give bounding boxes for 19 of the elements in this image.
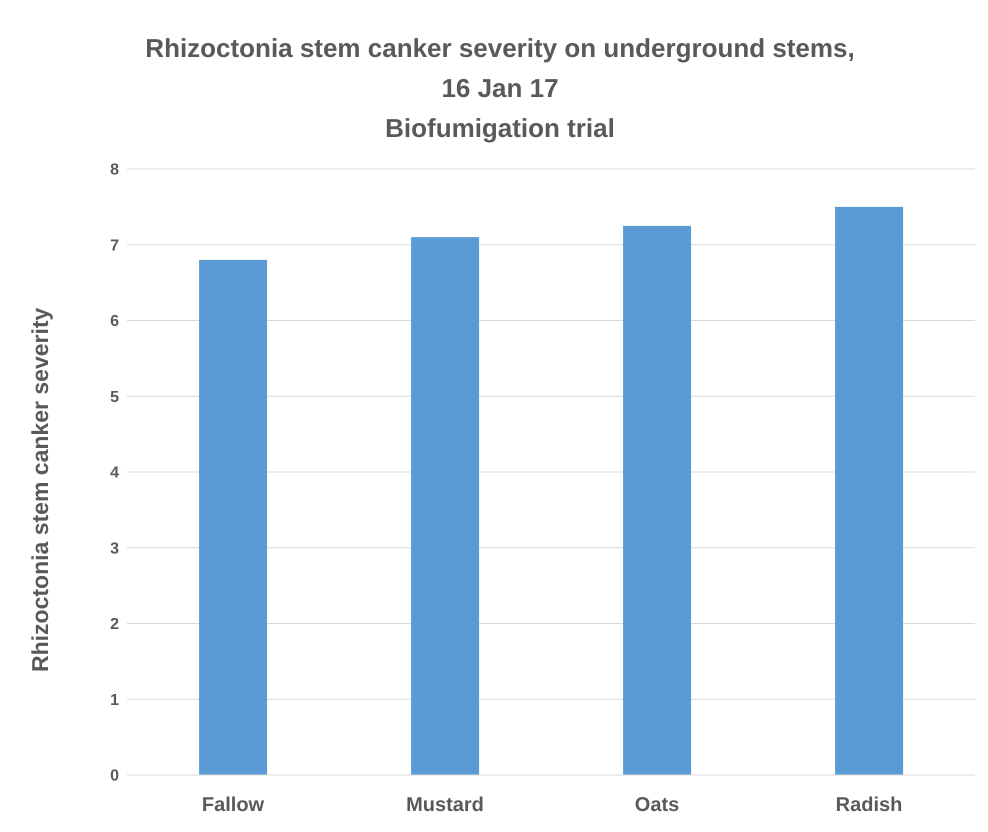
y-tick-label: 7 xyxy=(110,237,120,254)
y-tick-label: 3 xyxy=(110,540,120,558)
x-tick-label: Mustard xyxy=(406,794,484,816)
bar xyxy=(199,260,268,775)
x-tick-label: Oats xyxy=(634,794,680,816)
x-tick-label: Fallow xyxy=(202,794,265,816)
y-tick-label: 4 xyxy=(110,464,120,482)
y-tick-label: 0 xyxy=(110,768,120,785)
y-tick-label: 5 xyxy=(110,388,120,406)
y-axis-title: Rhizoctonia stem canker severity xyxy=(27,307,54,672)
y-tick-label: 8 xyxy=(110,162,120,179)
bar xyxy=(411,237,480,775)
y-tick-label: 1 xyxy=(110,692,120,709)
y-tick-label: 2 xyxy=(110,616,120,634)
bar xyxy=(623,226,692,775)
bar xyxy=(835,206,904,775)
y-tick-label: 6 xyxy=(110,313,120,330)
x-tick-label: Radish xyxy=(836,794,902,816)
chart-title: Rhizoctonia stem canker severity on underground stems, 16 Jan 17 Biofumigation trial xyxy=(144,32,856,145)
